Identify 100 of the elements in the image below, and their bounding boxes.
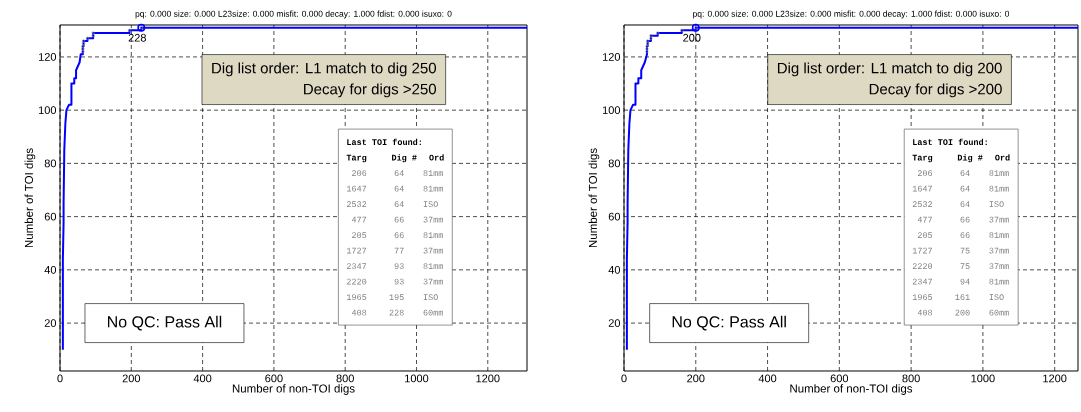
annotation: 1727: [912, 247, 932, 254]
point: [646, 39, 650, 43]
x-tick-label: 200: [687, 374, 705, 383]
annotation: 60mm: [989, 309, 1009, 316]
annotation: 37mm: [423, 216, 443, 223]
y-tick-label: 40: [44, 265, 57, 274]
x-tick-label: 600: [265, 374, 283, 383]
annotation: 75: [960, 247, 970, 254]
annotation: Dig list order: L1 match to dig 250: [212, 62, 437, 77]
annotation: 1647: [912, 185, 932, 192]
annotation: 75: [960, 263, 970, 270]
annotation: 64: [960, 185, 970, 192]
x-axis-title: Number of non-TOI digs: [232, 384, 355, 395]
annotation: 2220: [346, 278, 367, 285]
annotation: 477: [351, 216, 367, 223]
x-tick-label: 400: [193, 374, 212, 383]
y-tick-label: 100: [38, 106, 57, 115]
y-tick-label: 120: [38, 53, 57, 61]
annotation: 200: [683, 33, 701, 42]
annotation: 37mm: [989, 216, 1009, 223]
annotation: Decay for digs >250: [304, 83, 437, 98]
annotation: ISO: [989, 294, 1004, 301]
y-tick-label: 20: [608, 319, 621, 327]
x-tick-label: 1200: [476, 374, 500, 383]
annotation: 77: [394, 247, 404, 254]
annotation: 81mm: [423, 185, 443, 192]
annotation: 228: [128, 33, 146, 42]
chart-title: pq: 0.000 size: 0.000 L23size: 0.000 misfit: 0.000 decay: 1.000 fdist: 0.000 isuxo: 0: [135, 10, 452, 19]
y-tick-label: 80: [44, 159, 57, 168]
annotation: 206: [917, 170, 933, 177]
y-tick-label: 80: [608, 159, 621, 168]
x-tick-label: 800: [336, 374, 354, 383]
y-tick-label: 20: [44, 319, 57, 327]
annotation: 206: [352, 170, 367, 177]
y-tick-label: 40: [608, 265, 621, 274]
annotation: 2347: [346, 263, 367, 270]
annotation: Targ: [346, 154, 367, 163]
point: [645, 50, 649, 54]
annotation: 1965: [912, 294, 933, 301]
annotation: 66: [960, 216, 970, 223]
annotation: 408: [917, 309, 933, 316]
point: [680, 28, 684, 32]
annotation: 66: [394, 216, 404, 223]
annotation: 64: [394, 185, 404, 192]
annotation: Last TOI found:: [913, 138, 987, 146]
x-tick-label: 0: [57, 374, 63, 383]
annotation: 81mm: [989, 232, 1009, 239]
point: [85, 36, 90, 40]
x-tick-label: 600: [830, 374, 849, 383]
annotation: Decay for digs >200: [869, 83, 1002, 98]
annotation: Dig #: [392, 154, 417, 163]
point: [91, 34, 95, 38]
x-tick-label: 800: [902, 374, 920, 383]
point: [81, 47, 85, 51]
annotation: 64: [394, 201, 404, 208]
x-tick-label: 1200: [1043, 374, 1067, 383]
annotation: 2220: [912, 263, 933, 270]
annotation: 37mm: [423, 278, 443, 285]
annotation: 477: [917, 216, 932, 223]
x-tick-label: 200: [122, 374, 141, 383]
annotation: 37mm: [989, 247, 1009, 254]
annotation: No QC: Pass All: [672, 315, 786, 331]
annotation: 200: [955, 309, 970, 316]
annotation: 195: [389, 294, 404, 301]
annotation: 81mm: [989, 278, 1009, 285]
annotation: 2532: [912, 201, 933, 208]
annotation: 64: [960, 170, 970, 177]
annotation: 64: [394, 170, 404, 177]
y-axis-title: Number of TOI digs: [24, 148, 36, 248]
annotation: Targ: [912, 154, 933, 163]
y-tick-label: 60: [608, 212, 621, 221]
annotation: 205: [917, 232, 933, 239]
annotation: 81mm: [423, 232, 443, 239]
annotation: 66: [960, 232, 970, 239]
annotation: 93: [394, 278, 404, 285]
annotation: Ord: [995, 154, 1010, 161]
annotation: 64: [960, 201, 970, 208]
chart-title: pq: 0.000 size: 0.000 L23size: 0.000 misfit: 0.000 decay: 1.000 fdist: 0.000 isuxo: 0: [693, 10, 1010, 19]
y-tick-label: 100: [602, 106, 621, 115]
annotation: 1647: [346, 185, 367, 192]
annotation: 60mm: [423, 309, 443, 316]
annotation: ISO: [423, 201, 438, 208]
annotation: ISO: [989, 201, 1004, 208]
annotation: Dig list order: L1 match to dig 200: [777, 62, 1002, 77]
annotation: 93: [394, 263, 404, 270]
annotation: No QC: Pass All: [107, 315, 222, 331]
annotation: Ord: [429, 154, 444, 161]
annotation: 66: [394, 232, 404, 239]
annotation: 94: [960, 278, 970, 285]
annotation: 81mm: [423, 263, 443, 270]
annotation: 2532: [346, 201, 367, 208]
annotation: 81mm: [423, 170, 443, 177]
annotation: 408: [351, 309, 367, 316]
point: [127, 28, 132, 32]
y-tick-label: 60: [44, 212, 57, 221]
annotation: Last TOI found:: [347, 138, 421, 146]
annotation: 37mm: [989, 263, 1009, 270]
x-axis-title: Number of non-TOI digs: [790, 384, 913, 395]
annotation: 37mm: [423, 247, 443, 254]
annotation: 205: [352, 232, 367, 239]
